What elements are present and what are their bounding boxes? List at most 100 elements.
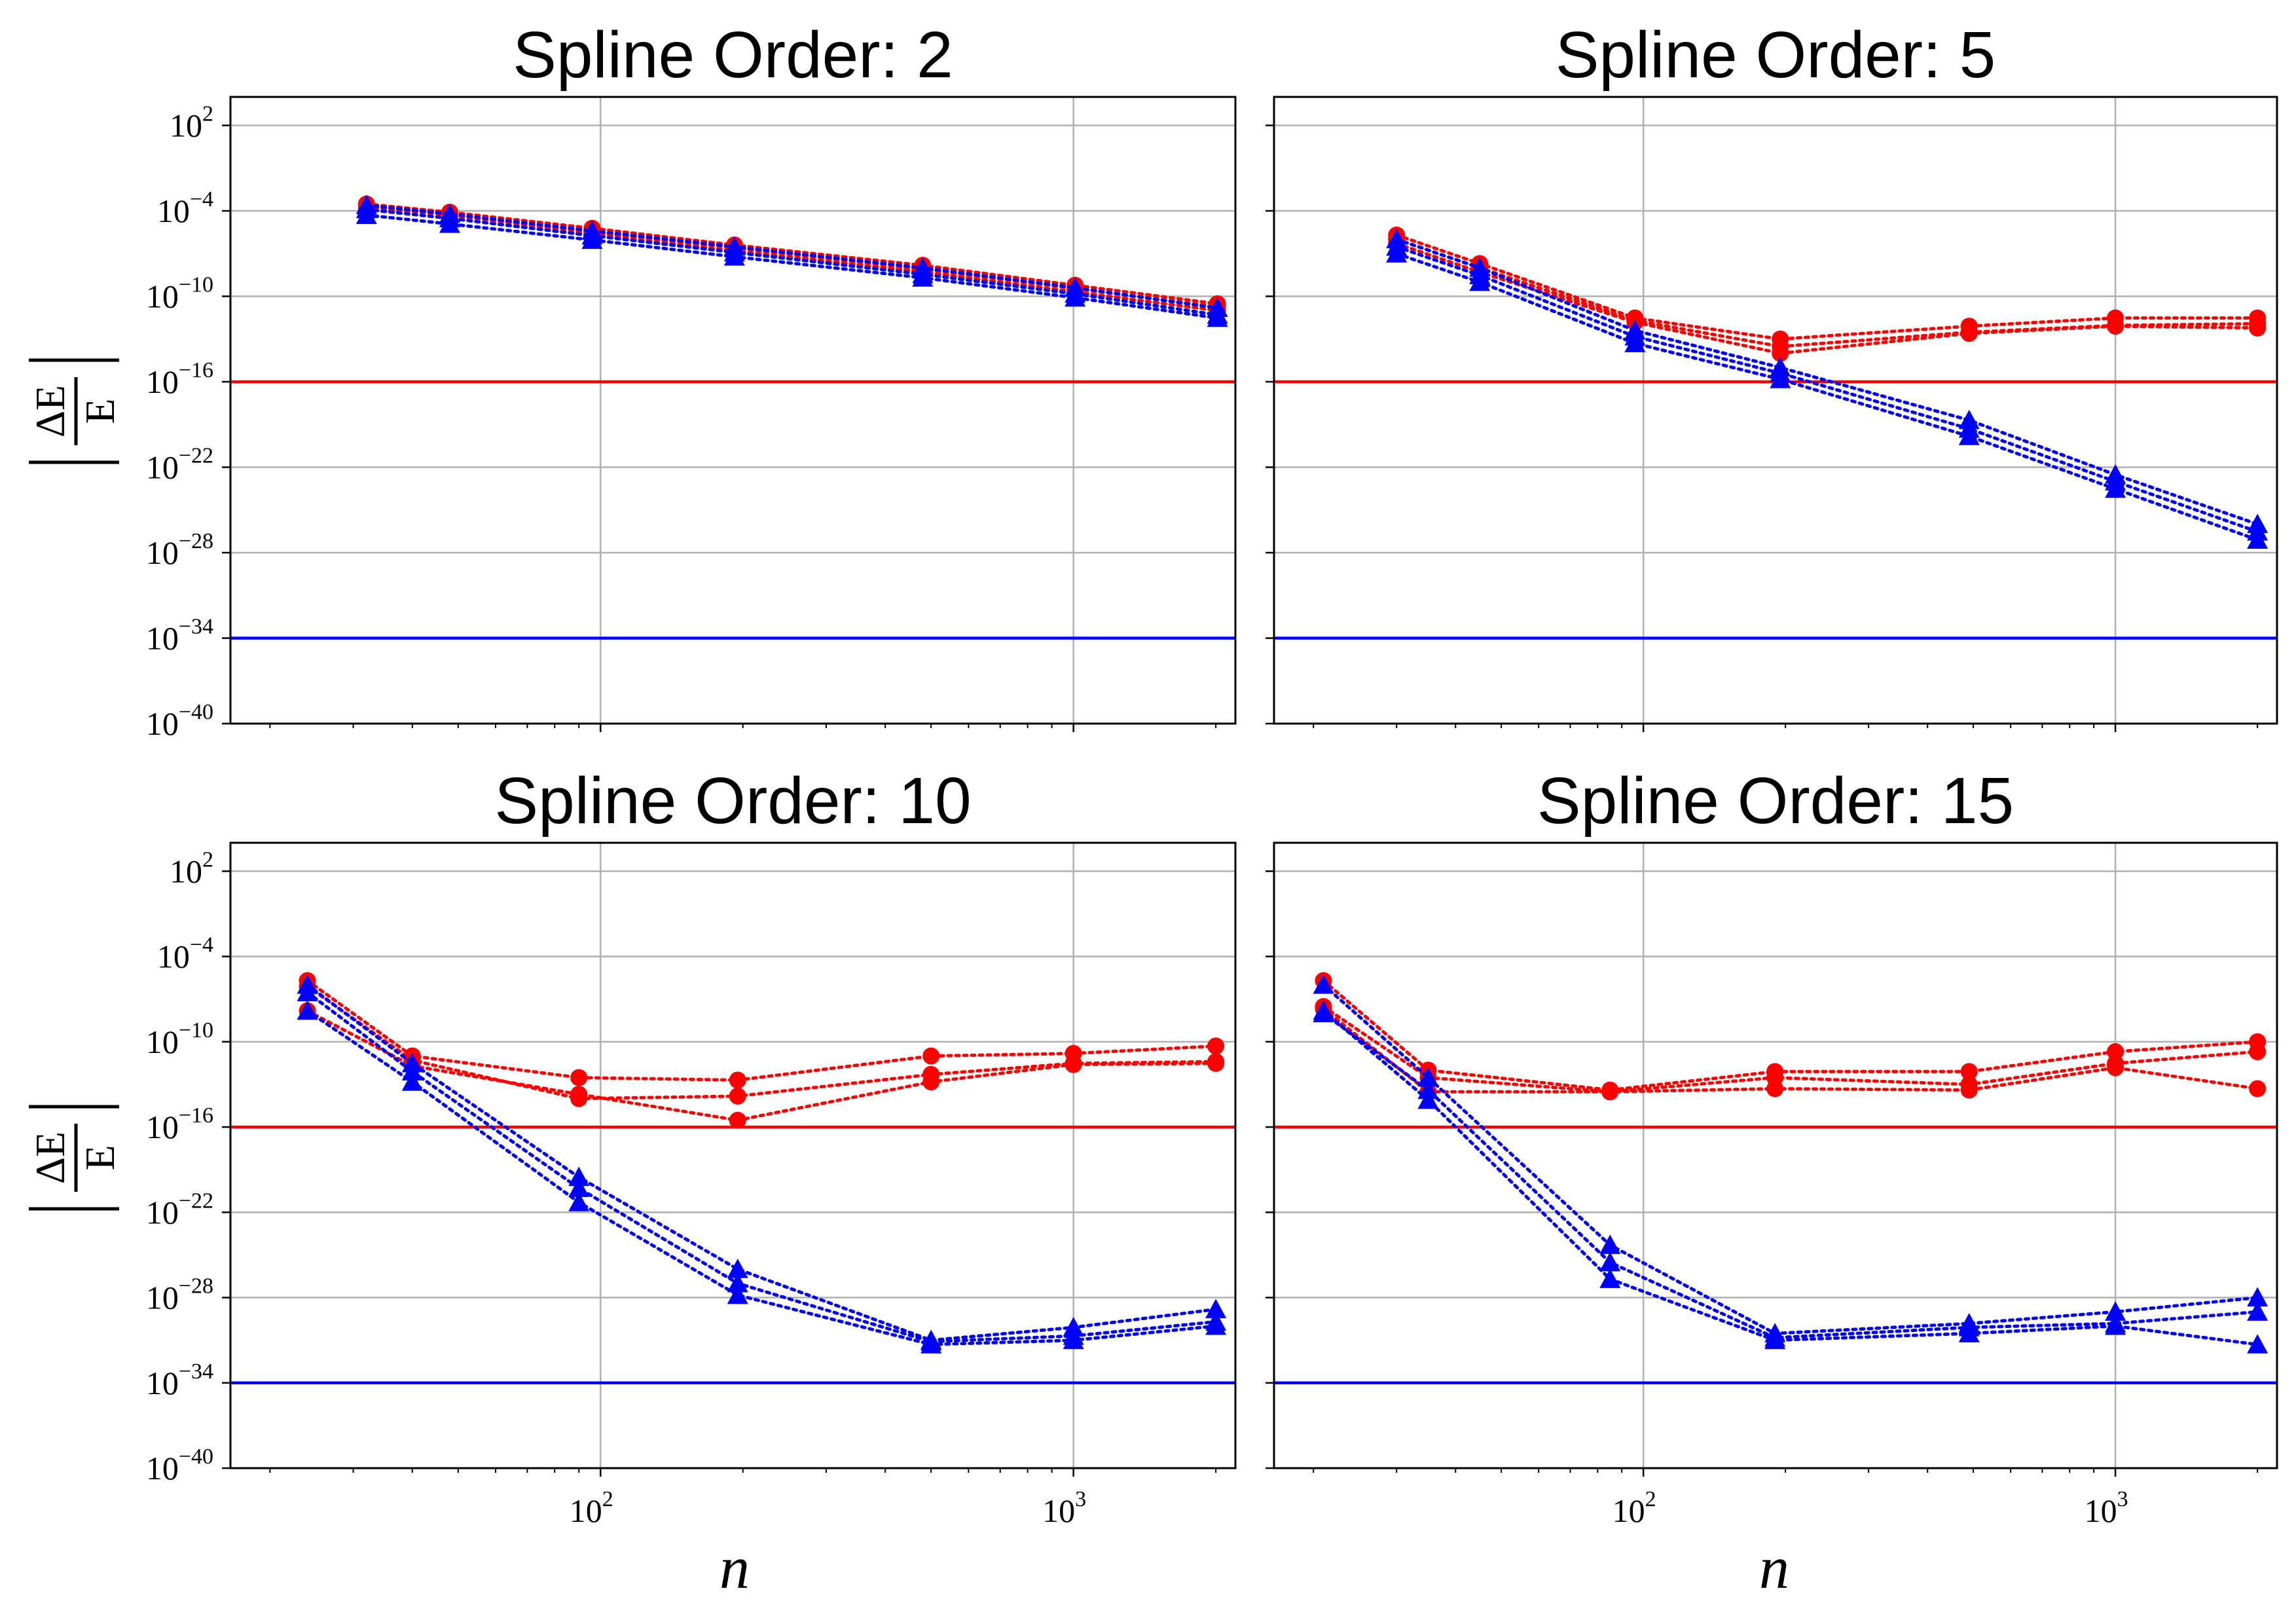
data-point bbox=[570, 1086, 588, 1103]
data-point bbox=[920, 1334, 942, 1354]
data-point bbox=[297, 982, 318, 1001]
ylabel-denominator: E bbox=[77, 398, 123, 424]
ylabel-numerator: ΔE bbox=[27, 385, 73, 437]
data-point bbox=[2247, 1287, 2269, 1307]
data-point bbox=[568, 1192, 590, 1211]
data-point bbox=[1313, 1000, 1334, 1020]
data-point bbox=[1960, 325, 1978, 342]
data-point bbox=[401, 1071, 423, 1091]
data-point bbox=[2105, 478, 2126, 498]
x-tick-label: 103 bbox=[2085, 1487, 2128, 1529]
data-point bbox=[1599, 1251, 1621, 1272]
series-group bbox=[297, 972, 1227, 1354]
data-point bbox=[2107, 1059, 2124, 1077]
data-point bbox=[1624, 333, 1646, 352]
data-point bbox=[2249, 1043, 2267, 1061]
data-point bbox=[1063, 1329, 1084, 1350]
data-point bbox=[355, 204, 377, 225]
ylabel-bottom: ΔE E bbox=[27, 1105, 123, 1211]
data-point bbox=[1065, 1056, 1082, 1073]
data-point bbox=[727, 1259, 748, 1278]
data-point bbox=[912, 267, 934, 287]
subplot-2: Spline Order: 5 bbox=[1266, 18, 2278, 732]
y-tick-label: 10−28 bbox=[146, 1274, 213, 1316]
y-tick-label: 10−10 bbox=[146, 1018, 213, 1060]
ylabel-numerator: ΔE bbox=[27, 1132, 73, 1184]
data-point bbox=[2107, 318, 2124, 335]
data-point bbox=[1770, 369, 1791, 388]
data-point bbox=[439, 213, 461, 233]
subplot-4: Spline Order: 15 102 103 bbox=[1266, 764, 2278, 1529]
data-point bbox=[727, 1284, 748, 1304]
y-tick-label: 10−4 bbox=[157, 187, 213, 229]
data-point bbox=[1207, 1054, 1225, 1072]
data-point bbox=[568, 1166, 590, 1187]
data-point bbox=[1417, 1089, 1439, 1109]
data-point bbox=[2249, 1080, 2267, 1098]
y-tick-label: 10−10 bbox=[146, 273, 213, 315]
data-point bbox=[1960, 1081, 1978, 1099]
y-tick-label: 10−22 bbox=[146, 1189, 213, 1230]
data-point bbox=[2107, 1043, 2124, 1061]
data-point bbox=[1601, 1083, 1619, 1101]
data-point bbox=[401, 1061, 423, 1080]
xlabel-right: n bbox=[1759, 1534, 1789, 1601]
axes-frame bbox=[1273, 841, 2278, 1469]
data-point bbox=[1766, 1080, 1784, 1098]
ylabel-top: ΔE E bbox=[27, 358, 123, 464]
axes-frame bbox=[229, 96, 1237, 725]
y-tick-label: 10−16 bbox=[146, 358, 213, 400]
y-tick-label: 10−34 bbox=[146, 615, 213, 657]
data-point bbox=[1960, 1063, 1978, 1080]
data-point bbox=[723, 246, 745, 266]
data-point bbox=[1205, 1299, 1227, 1319]
subplot-1: Spline Order: 2 10−40 10−34 10−28 10−22 10−16… bbox=[146, 18, 1237, 742]
data-point bbox=[922, 1073, 940, 1091]
data-point bbox=[2247, 1301, 2269, 1321]
data-point bbox=[1207, 1037, 1225, 1055]
data-point bbox=[568, 1177, 590, 1198]
data-point bbox=[2105, 1301, 2126, 1321]
data-point bbox=[2247, 1334, 2269, 1354]
data-point bbox=[1772, 344, 1789, 362]
series-group bbox=[1386, 226, 2269, 549]
data-point bbox=[2105, 1315, 2126, 1335]
subplot-title: Spline Order: 10 bbox=[494, 764, 971, 838]
data-point bbox=[1205, 1315, 1227, 1335]
data-point bbox=[1207, 307, 1228, 327]
y-tick-label: 10−40 bbox=[146, 1445, 213, 1486]
x-tick-label: 102 bbox=[570, 1487, 613, 1529]
data-point bbox=[1065, 287, 1086, 307]
subplot-title: Spline Order: 15 bbox=[1537, 764, 2014, 838]
y-tick-label: 10−28 bbox=[146, 529, 213, 571]
data-point bbox=[1958, 426, 1980, 445]
xlabel-left: n bbox=[720, 1534, 750, 1601]
x-tick-label: 103 bbox=[1042, 1487, 1086, 1529]
data-point bbox=[1958, 1323, 1980, 1342]
y-tick-label: 10−16 bbox=[146, 1103, 213, 1145]
subplot-title: Spline Order: 2 bbox=[513, 18, 953, 92]
data-point bbox=[1469, 271, 1491, 291]
series-group bbox=[355, 194, 1228, 327]
data-point bbox=[729, 1111, 746, 1129]
data-point bbox=[1417, 1067, 1439, 1087]
series-group bbox=[1313, 972, 2269, 1354]
y-tick-label: 10−40 bbox=[146, 700, 213, 742]
data-point bbox=[1386, 243, 1408, 263]
data-point bbox=[1764, 1329, 1786, 1350]
data-point bbox=[729, 1071, 746, 1089]
axes-frame bbox=[1273, 96, 2278, 725]
subplot-title: Spline Order: 5 bbox=[1556, 18, 1996, 92]
data-point bbox=[729, 1087, 746, 1105]
data-point bbox=[922, 1047, 940, 1065]
data-point bbox=[2249, 319, 2267, 337]
subplot-3: Spline Order: 10 10−40 10−34 10−28 10−22 10−1… bbox=[146, 764, 1237, 1529]
data-point bbox=[570, 1069, 588, 1086]
y-tick-label: 10−22 bbox=[146, 444, 213, 486]
y-tick-label: 102 bbox=[170, 102, 213, 144]
data-point bbox=[581, 229, 603, 249]
y-tick-label: 10−4 bbox=[157, 933, 213, 975]
y-tick-label: 10−34 bbox=[146, 1359, 213, 1401]
axes-frame bbox=[229, 841, 1237, 1469]
